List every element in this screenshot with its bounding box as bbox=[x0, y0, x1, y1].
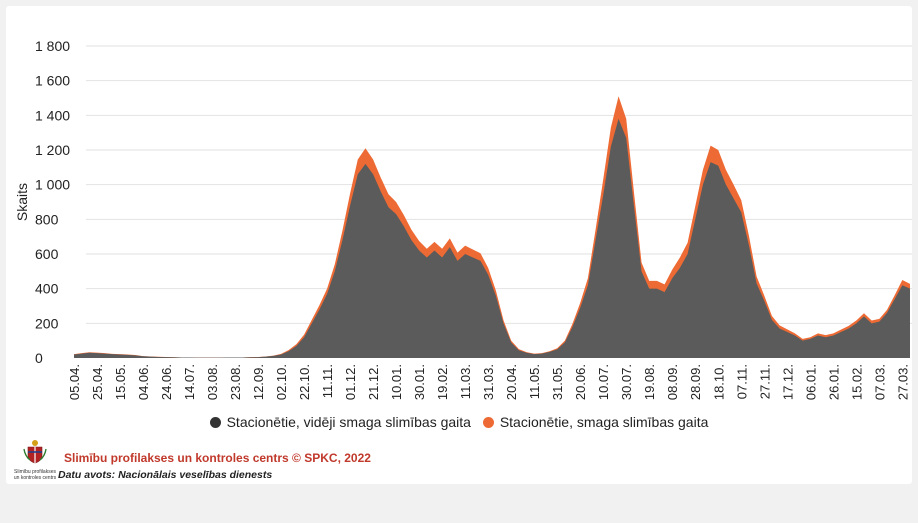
x-tick-label: 18.10. bbox=[711, 364, 726, 400]
x-tick-label: 01.12. bbox=[343, 364, 358, 400]
y-tick-label: 200 bbox=[35, 315, 59, 331]
x-tick-label: 08.09. bbox=[665, 364, 680, 400]
y-tick-label: 600 bbox=[35, 246, 59, 262]
x-tick-label: 25.04. bbox=[90, 364, 105, 400]
x-tick-label: 21.12. bbox=[366, 364, 381, 400]
x-tick-label: 06.01. bbox=[803, 364, 818, 400]
legend-item-severe[interactable]: Stacionētie, smaga slimības gaita bbox=[482, 414, 709, 430]
x-tick-label: 11.11. bbox=[320, 364, 335, 398]
legend-item-moderate[interactable]: Stacionētie, vidēji smaga slimības gaita bbox=[209, 414, 471, 430]
y-tick-label: 400 bbox=[35, 281, 59, 297]
x-tick-label: 31.03. bbox=[481, 364, 496, 400]
x-tick-label: 23.08. bbox=[228, 364, 243, 400]
x-tick-label: 14.07. bbox=[182, 364, 197, 400]
x-tick-label: 11.03. bbox=[458, 364, 473, 399]
x-tick-label: 22.10. bbox=[297, 364, 312, 400]
y-axis-label: Skaits bbox=[14, 183, 30, 221]
legend: Stacionētie, vidēji smaga slimības gaita… bbox=[0, 414, 918, 431]
x-tick-label: 10.01. bbox=[389, 364, 404, 400]
x-tick-label: 30.01. bbox=[412, 364, 427, 400]
y-tick-label: 1 000 bbox=[35, 177, 70, 193]
x-tick-label: 10.07. bbox=[596, 364, 611, 400]
x-tick-label: 03.08. bbox=[205, 364, 220, 400]
y-tick-label: 0 bbox=[35, 350, 43, 366]
x-tick-label: 24.06. bbox=[159, 364, 174, 400]
x-tick-label: 15.02. bbox=[849, 364, 864, 400]
spkc-logo: Slimību profilakses un kontroles centrs bbox=[12, 438, 58, 481]
x-tick-label: 27.11. bbox=[757, 364, 772, 399]
x-tick-label: 02.10. bbox=[274, 364, 289, 400]
y-tick-label: 1 400 bbox=[35, 107, 70, 123]
x-tick-label: 07.11. bbox=[734, 364, 749, 399]
x-tick-label: 19.02. bbox=[435, 364, 450, 400]
series-moderate-area bbox=[74, 118, 910, 358]
x-tick-label: 07.03. bbox=[872, 364, 887, 400]
y-tick-label: 1 600 bbox=[35, 73, 70, 89]
legend-marker-severe bbox=[482, 416, 494, 428]
x-tick-label: 05.04. bbox=[67, 364, 82, 400]
x-tick-label: 30.07. bbox=[619, 364, 634, 400]
y-tick-label: 1 800 bbox=[35, 38, 70, 54]
logo-caption: Slimību profilakses un kontroles centrs bbox=[13, 469, 57, 481]
x-tick-label: 12.09. bbox=[251, 364, 266, 400]
x-tick-label: 28.09. bbox=[688, 364, 703, 400]
y-tick-label: 800 bbox=[35, 211, 59, 227]
x-tick-label: 15.05. bbox=[113, 364, 128, 400]
y-tick-label: 1 200 bbox=[35, 142, 70, 158]
x-tick-label: 19.08. bbox=[642, 364, 657, 400]
x-tick-label: 17.12. bbox=[780, 364, 795, 400]
coat-of-arms-icon bbox=[23, 440, 47, 464]
legend-label-moderate: Stacionētie, vidēji smaga slimības gaita bbox=[226, 414, 471, 430]
chart-card bbox=[6, 6, 912, 484]
x-tick-label: 27.03. bbox=[895, 364, 910, 400]
x-tick-label: 20.06. bbox=[573, 364, 588, 400]
x-tick-label: 20.04. bbox=[504, 364, 519, 400]
credit-text: Slimību profilakses un kontroles centrs … bbox=[64, 451, 371, 465]
x-tick-label: 11.05. bbox=[527, 364, 542, 399]
legend-label-severe: Stacionētie, smaga slimības gaita bbox=[499, 414, 709, 430]
x-tick-label: 04.06. bbox=[136, 364, 151, 400]
x-tick-label: 26.01. bbox=[826, 364, 841, 400]
legend-marker-moderate bbox=[209, 416, 221, 428]
data-source: Datu avots: Nacionālais veselības dienes… bbox=[58, 469, 273, 481]
x-tick-label: 31.05. bbox=[550, 364, 565, 400]
